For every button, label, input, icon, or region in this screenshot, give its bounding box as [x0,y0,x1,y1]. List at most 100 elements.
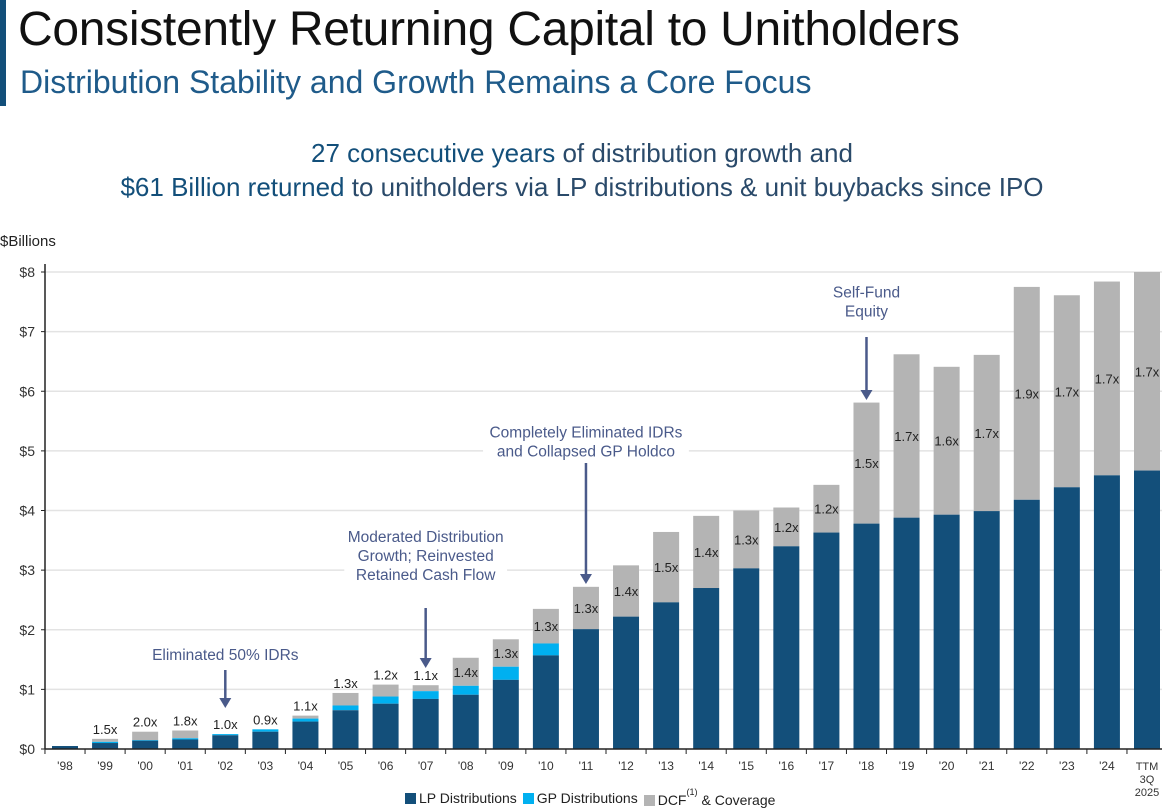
arrow-head-icon [419,658,432,668]
headline-text-1: of distribution growth and [555,138,853,168]
x-tick-label: '06 [378,759,394,773]
bar-lp-distributions [292,721,319,749]
bar-gp-distributions [292,718,319,722]
x-tick-label: '17 [819,759,835,773]
bar-dcf-coverage [1053,295,1080,488]
bar-gp-distributions [132,740,159,741]
bar-gp-distributions [92,741,119,744]
bar-dcf-coverage [532,608,559,644]
x-tick-label: '15 [738,759,754,773]
annotation-text: Eliminated 50% IDRs [152,647,299,664]
bar-dcf-coverage [853,402,880,524]
bar-dcf-coverage [372,684,399,697]
headline-bold-1: 27 consecutive years [311,138,556,168]
coverage-label: 2.0x [133,715,158,730]
page-subtitle: Distribution Stability and Growth Remain… [20,64,812,100]
legend-label-lp: LP Distributions [419,789,517,806]
bar-dcf-coverage [292,715,319,719]
coverage-label: 1.3x [494,646,519,661]
coverage-label: 1.9x [1014,386,1039,401]
bar-gp-distributions [332,705,359,711]
x-tick-label: '99 [97,759,113,773]
annotation-text: Retained Cash Flow [356,567,496,584]
coverage-label: 1.3x [534,619,559,634]
bar-dcf-coverage [933,366,960,515]
x-tick-label: '98 [57,759,73,773]
bar-lp-distributions [693,588,720,749]
y-tick-label: $5 [19,443,35,459]
coverage-label: 1.1x [293,699,318,714]
x-tick-label: '05 [338,759,354,773]
coverage-label: 1.3x [333,676,358,691]
x-tick-label: '19 [899,759,915,773]
bar-lp-distributions [172,739,199,749]
y-tick-label: $7 [19,324,35,340]
x-tick-label: '04 [298,759,314,773]
bar-dcf-coverage [973,354,1000,512]
bar-dcf-coverage [1013,286,1040,500]
bar-gp-distributions [532,643,559,656]
x-tick-label: '24 [1099,759,1115,773]
legend-lp: LP Distributions [405,790,517,806]
coverage-label: 1.7x [1135,364,1160,379]
coverage-label: 1.3x [734,532,759,547]
legend-swatch-dcf [643,795,655,806]
coverage-label: 1.0x [213,717,238,732]
y-tick-label: $2 [19,622,35,638]
coverage-label: 1.5x [93,722,118,737]
bar-lp-distributions [452,694,479,749]
coverage-label: 1.4x [614,584,639,599]
bar-dcf-coverage [1093,281,1120,476]
coverage-label: 1.7x [1095,371,1120,386]
arrow-head-icon [219,698,232,708]
x-tick-label: '18 [859,759,875,773]
bar-gp-distributions [172,738,199,740]
bar-lp-distributions [412,698,439,749]
bar-lp-distributions [973,511,1000,749]
bar-lp-distributions [332,710,359,749]
y-tick-label: $3 [19,562,35,578]
coverage-label: 0.9x [253,712,278,727]
bar-lp-distributions [613,616,640,749]
bar-lp-distributions [372,703,399,749]
coverage-label: 1.5x [654,560,679,575]
legend-label-gp: GP Distributions [536,789,638,806]
bar-lp-distributions [653,602,680,749]
bar-dcf-coverage [332,692,359,706]
x-tick-label: '12 [618,759,634,773]
coverage-label: 1.7x [974,426,999,441]
bar-dcf-coverage [773,507,800,547]
x-tick-label: '20 [939,759,955,773]
bar-lp-distributions [252,731,279,749]
bar-gp-distributions [212,734,239,736]
annotation-bg [139,646,311,665]
annotation-text: Equity [845,304,888,321]
arrow-head-icon [860,390,873,400]
headline-bold-2: $61 Billion returned [120,172,345,202]
headline-line-1: 27 consecutive years of distribution gro… [0,138,1164,169]
page-title: Consistently Returning Capital to Unitho… [18,3,960,56]
annotation-text: Completely Eliminated IDRs [489,425,682,442]
y-tick-label: $4 [19,503,35,519]
annotation-bg [836,302,897,322]
bar-lp-distributions [572,629,599,749]
bar-lp-distributions [1134,470,1160,749]
bar-lp-distributions [132,740,159,749]
bar-dcf-coverage [733,510,760,569]
annotation-text: Self-Fund [833,285,900,302]
bar-gp-distributions [492,666,519,680]
x-tick-label: '03 [258,759,274,773]
coverage-label: 1.3x [574,601,599,616]
coverage-label: 1.7x [894,429,919,444]
coverage-label: 1.4x [453,665,478,680]
coverage-label: 1.1x [413,668,438,683]
bar-lp-distributions [853,523,880,749]
bar-gp-distributions [452,685,479,695]
y-tick-label: $6 [19,383,35,399]
coverage-label: 1.2x [814,502,839,517]
annotation-bg [823,283,910,303]
x-tick-label: 3Q [1140,774,1155,786]
bar-lp-distributions [532,655,559,749]
bar-dcf-coverage [172,730,199,739]
